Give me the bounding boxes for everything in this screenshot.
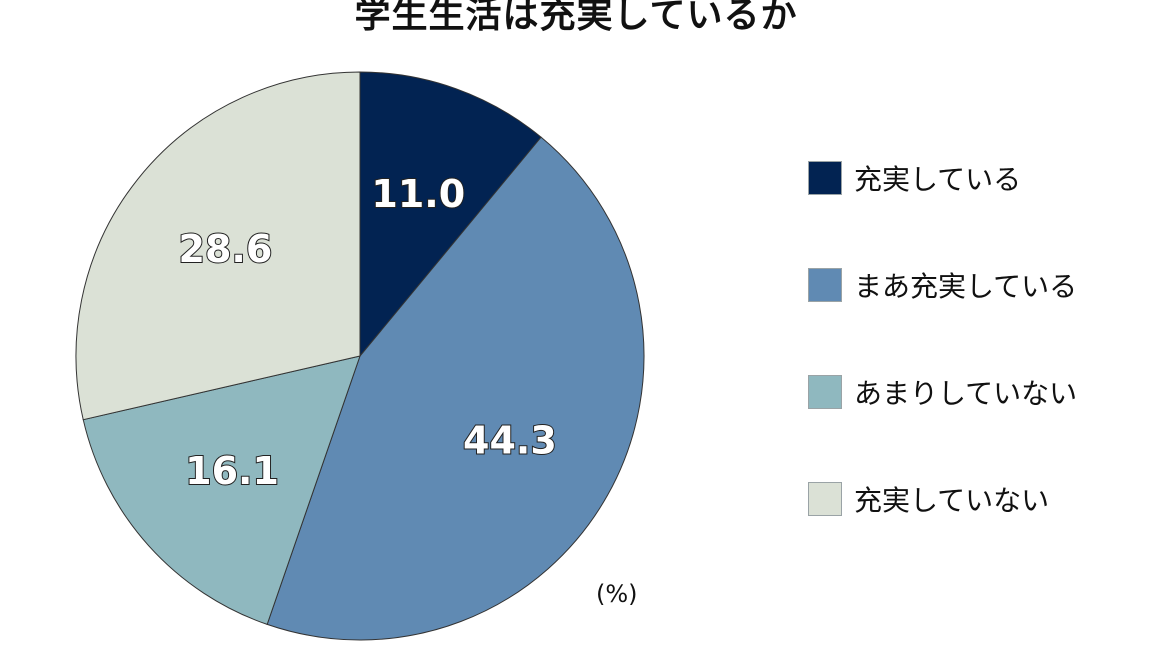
legend-item: 充実している bbox=[808, 160, 1138, 196]
pie-slice bbox=[82, 355, 361, 626]
pie-slice bbox=[359, 71, 542, 358]
pie-value-labels: 11.0 44.3 16.1 28.6 bbox=[178, 171, 558, 494]
legend-swatch bbox=[808, 482, 842, 516]
slice-value-label: 16.1 bbox=[185, 449, 279, 493]
pie-slice bbox=[266, 136, 645, 641]
legend-label: あまりしていない bbox=[854, 377, 1078, 410]
slice-value-label: 28.6 bbox=[179, 227, 273, 271]
legend-label: 充実していない bbox=[854, 484, 1050, 517]
legend-item: まあ充実している bbox=[808, 267, 1138, 303]
pie-slices bbox=[75, 71, 645, 641]
legend-item: あまりしていない bbox=[808, 374, 1138, 410]
slice-value-label: 11.0 bbox=[371, 172, 465, 216]
pie-slice bbox=[75, 71, 361, 421]
legend-item: 充実していない bbox=[808, 481, 1138, 517]
legend-swatch bbox=[808, 161, 842, 195]
slice-value-label: 44.3 bbox=[463, 418, 557, 462]
legend-label: 充実している bbox=[854, 163, 1022, 196]
legend: 充実している まあ充実している あまりしていない 充実していない bbox=[808, 160, 1138, 588]
chart-title: 学生生活は充実しているか bbox=[354, 0, 798, 36]
unit-label: (%) bbox=[596, 580, 638, 608]
legend-label: まあ充実している bbox=[854, 270, 1078, 303]
legend-swatch bbox=[808, 375, 842, 409]
legend-swatch bbox=[808, 268, 842, 302]
